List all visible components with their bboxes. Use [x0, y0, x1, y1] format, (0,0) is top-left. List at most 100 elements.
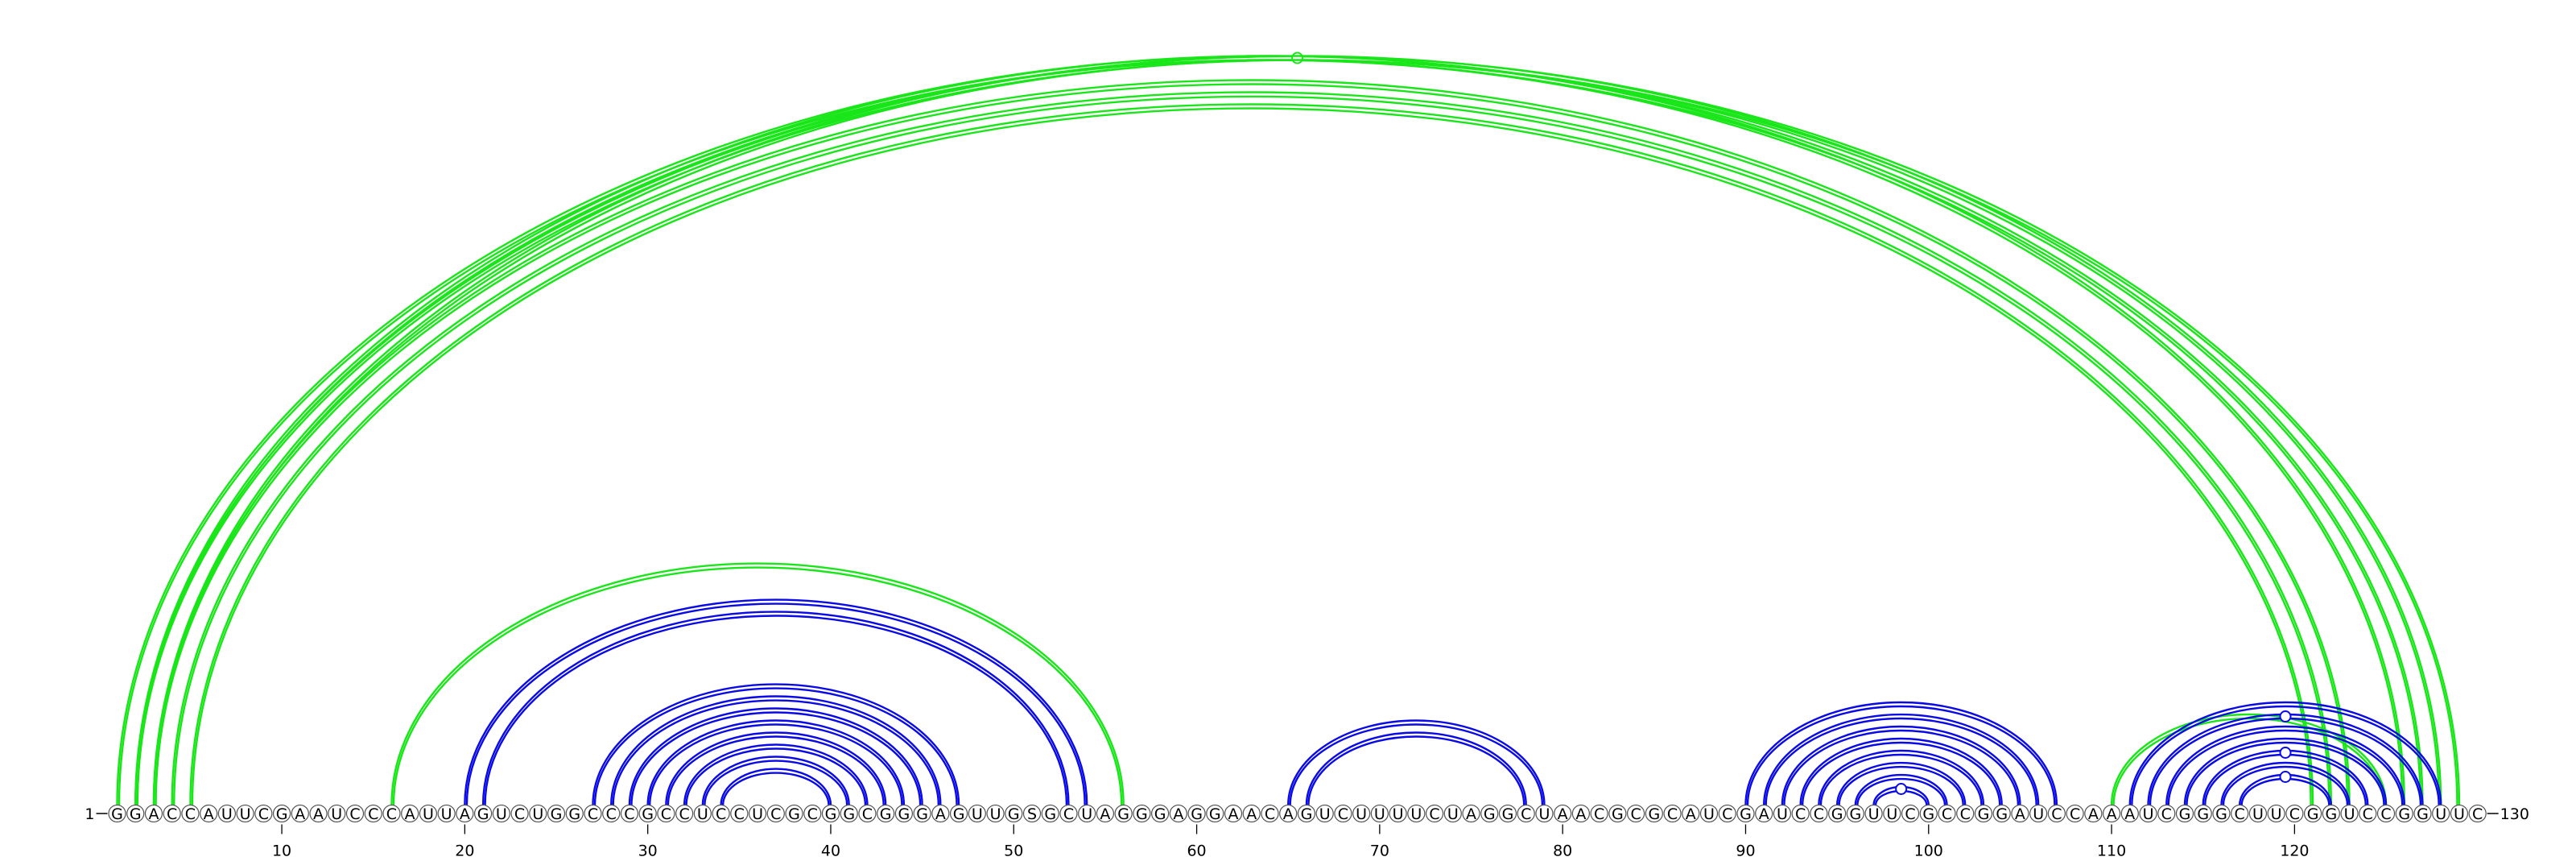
- arc-stroke: [1856, 777, 1946, 805]
- nucleotide-letter: G: [1484, 805, 1496, 823]
- nucleotide-circle: [126, 804, 145, 823]
- nucleotide-circle: [1517, 804, 1535, 823]
- nucleotide-112: U: [2139, 804, 2157, 823]
- nucleotide-letter: U: [1319, 805, 1331, 823]
- arcs-layer: [116, 52, 2461, 805]
- nucleotide-circle: [254, 804, 273, 823]
- nucleotide-letter: G: [130, 805, 142, 823]
- nucleotide-circle: [345, 804, 365, 823]
- nucleotide-circle: [1096, 804, 1115, 823]
- nucleotide-circle: [1791, 804, 1810, 823]
- nucleotide-circle: [2376, 804, 2396, 823]
- nucleotide-26: G: [565, 804, 584, 823]
- nucleotide-88: U: [1699, 804, 1719, 823]
- nucleotide-letter: G: [1044, 805, 1056, 823]
- nucleotide-45: G: [913, 804, 931, 823]
- nucleotide-3: A: [144, 804, 163, 823]
- nucleotide-circle: [1261, 804, 1279, 823]
- nucleotide-97: U: [1864, 804, 1883, 823]
- nucleotide-35: C: [730, 804, 749, 823]
- arc-97-100: [1872, 783, 1930, 805]
- nucleotide-circle: [437, 804, 456, 823]
- nucleotide-circle: [2066, 804, 2084, 823]
- nucleotide-125: C: [2376, 804, 2396, 823]
- nucleotide-100: G: [1919, 804, 1938, 823]
- nucleotide-letter: U: [990, 805, 1001, 823]
- nucleotide-circle: [2102, 804, 2121, 823]
- nucleotide-22: U: [492, 804, 510, 823]
- nucleotide-13: U: [328, 804, 346, 823]
- arc-stroke: [136, 59, 2404, 805]
- nucleotide-circle: [602, 804, 621, 823]
- nucleotide-37: C: [766, 804, 785, 823]
- nucleotide-111: A: [2120, 804, 2139, 823]
- nucleotide-letter: G: [953, 805, 965, 823]
- nucleotide-letter: G: [2307, 805, 2319, 823]
- nucleotide-14: C: [345, 804, 365, 823]
- nucleotide-letter: A: [1100, 805, 1110, 823]
- arc-marker: [2279, 771, 2292, 783]
- nucleotide-89: C: [1718, 804, 1736, 823]
- nucleotide-letter: C: [588, 805, 598, 823]
- nucleotide-letter: G: [276, 805, 288, 823]
- nucleotide-circle: [2084, 804, 2103, 823]
- nucleotide-letter: G: [1209, 805, 1221, 823]
- nucleotide-circle: [1992, 804, 2011, 823]
- nucleotide-109: A: [2084, 804, 2103, 823]
- nucleotide-letter: G: [1978, 805, 1990, 823]
- nucleotide-circle: [2432, 804, 2450, 823]
- arc-stroke: [136, 59, 2458, 805]
- nucleotide-letter: U: [2435, 805, 2446, 823]
- nucleotide-letter: G: [2179, 805, 2191, 823]
- nucleotide-16: C: [382, 804, 401, 823]
- nucleotide-63: A: [1242, 804, 1261, 823]
- nucleotide-letter: G: [1612, 805, 1624, 823]
- nucleotide-letter: C: [1429, 805, 1439, 823]
- nucleotide-letter: U: [423, 805, 434, 823]
- nucleotide-letter: A: [935, 805, 946, 823]
- arc-stroke: [189, 103, 2314, 805]
- nucleotide-letter: G: [568, 805, 580, 823]
- arc-2-129: [134, 52, 2461, 805]
- nucleotide-letter: A: [1283, 805, 1294, 823]
- arc-34-40: [720, 768, 832, 805]
- nucleotide-circle: [2248, 804, 2268, 823]
- nucleotide-42: C: [858, 804, 877, 823]
- nucleotide-circle: [1846, 804, 1864, 823]
- nucleotide-circle: [2029, 804, 2048, 823]
- nucleotide-circle: [748, 804, 767, 823]
- nucleotide-114: G: [2175, 804, 2194, 823]
- nucleotide-letter: A: [295, 805, 305, 823]
- nucleotide-118: U: [2248, 804, 2268, 823]
- nucleotide-letter: G: [898, 805, 910, 823]
- nucleotide-21: G: [473, 804, 493, 823]
- nucleotide-letter: G: [1502, 805, 1514, 823]
- nucleotide-61: G: [1206, 804, 1224, 823]
- arc-stroke: [2128, 701, 2442, 805]
- nucleotide-circle: [877, 804, 895, 823]
- nucleotide-circle: [1279, 804, 1298, 823]
- nucleotide-letter: C: [770, 805, 781, 823]
- nucleotide-circle: [1389, 804, 1407, 823]
- nucleotide-circle: [2120, 804, 2139, 823]
- nucleotide-circle: [1352, 804, 1371, 823]
- nucleotide-81: A: [1571, 804, 1591, 823]
- arc-stroke: [612, 699, 940, 805]
- nucleotide-letter: C: [349, 805, 360, 823]
- nucleotide-letter: C: [1667, 805, 1678, 823]
- nucleotide-circle: [1187, 804, 1206, 823]
- nucleotide-19: U: [437, 804, 456, 823]
- nucleotide-letter: C: [2380, 805, 2391, 823]
- nucleotide-letter: A: [148, 805, 159, 823]
- arc-5-121: [189, 103, 2314, 805]
- nucleotide-letter: U: [1356, 805, 1367, 823]
- arc-stroke: [665, 731, 887, 805]
- nucleotide-circle: [1206, 804, 1224, 823]
- nucleotide-letter: A: [1466, 805, 1476, 823]
- nucleotide-circle: [931, 804, 950, 823]
- nucleotide-circle: [1554, 804, 1572, 823]
- nucleotide-letter: C: [167, 805, 177, 823]
- arc-stroke: [152, 79, 2351, 805]
- arc-114-125: [2183, 737, 2388, 805]
